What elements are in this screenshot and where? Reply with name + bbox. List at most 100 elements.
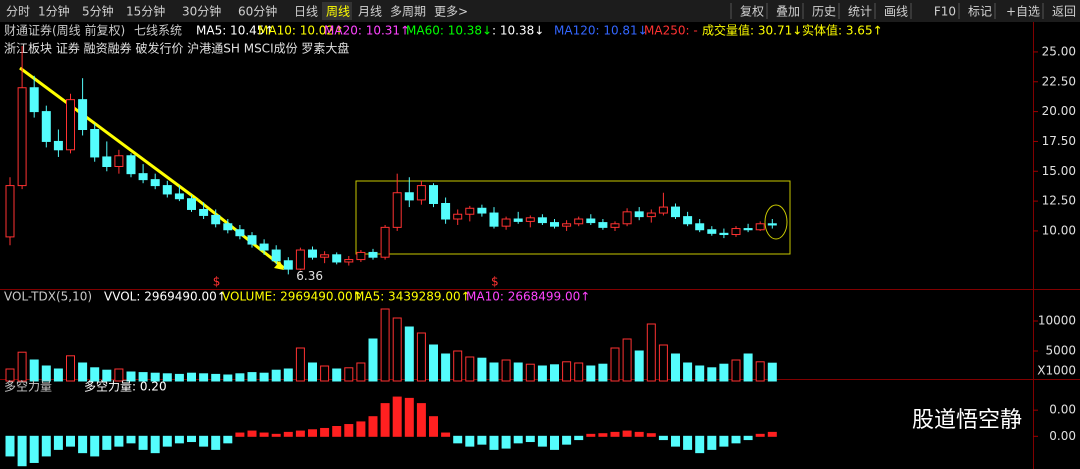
candle-body — [332, 254, 342, 263]
bar — [211, 373, 221, 382]
candle-body — [29, 87, 39, 113]
bar — [332, 368, 342, 382]
period-tab[interactable]: 1分钟 — [38, 4, 70, 19]
signal-mark: $ — [491, 275, 499, 289]
bar — [586, 433, 596, 437]
y-tick-label: 15.00 — [1042, 164, 1076, 178]
tool-button[interactable]: F10 — [934, 5, 956, 19]
unit-label: X1000 — [1037, 364, 1076, 378]
bar — [610, 431, 620, 437]
bar — [477, 435, 487, 445]
tool-button[interactable]: 叠加 — [776, 5, 800, 19]
bar — [41, 365, 51, 382]
bar — [247, 430, 257, 437]
candle-body — [271, 249, 281, 262]
bar — [211, 435, 221, 450]
y-tick-label: 20.00 — [1042, 104, 1076, 118]
bar — [223, 435, 233, 444]
bar — [646, 323, 656, 382]
candle-body — [102, 156, 112, 167]
period-tab[interactable]: 分时 — [6, 5, 30, 19]
system-name[interactable]: 七线系统 — [134, 24, 182, 38]
bar — [767, 431, 777, 437]
tool-button[interactable]: 返回 — [1052, 5, 1076, 19]
period-tab[interactable]: 月线 — [358, 5, 382, 19]
watermark: 股道悟空静 — [912, 408, 1022, 433]
tool-button[interactable]: 画线 — [884, 5, 908, 19]
candle-body — [90, 129, 100, 158]
bar — [66, 355, 75, 382]
candle-body — [162, 185, 172, 195]
bar — [719, 363, 729, 382]
candle-body — [489, 212, 499, 227]
bar — [671, 435, 680, 447]
period-tab[interactable]: 更多> — [434, 5, 468, 19]
bar — [646, 433, 656, 437]
tool-button[interactable]: 统计 — [848, 5, 872, 19]
candle-body — [731, 228, 741, 236]
tool-button[interactable]: 历史 — [812, 5, 836, 19]
candle-body — [416, 185, 426, 201]
bar — [78, 435, 88, 454]
bar — [138, 435, 148, 450]
bar — [550, 435, 559, 450]
candle-body — [53, 140, 63, 151]
indicator-value: MA10: 2668499.00↑ — [466, 290, 590, 304]
bar — [392, 396, 402, 437]
candle-body — [695, 223, 705, 231]
active-tab-bg — [322, 2, 352, 20]
tool-button[interactable]: 复权 — [740, 5, 764, 19]
bar — [574, 362, 584, 382]
candle-body — [429, 185, 438, 204]
bar — [41, 435, 51, 457]
bar — [53, 368, 63, 382]
period-tab[interactable]: 多周期 — [390, 5, 426, 19]
candle-body — [586, 218, 596, 224]
bar — [235, 432, 245, 437]
candle-body — [441, 202, 451, 220]
bar — [574, 435, 584, 441]
range-box — [355, 180, 791, 255]
bar — [550, 364, 559, 382]
bar — [634, 431, 644, 437]
candle-body — [368, 251, 378, 258]
bar — [29, 435, 39, 463]
signal-mark: $ — [213, 275, 221, 289]
y-tick-label: 17.50 — [1042, 134, 1076, 148]
candle-body — [743, 228, 753, 231]
period-tab[interactable]: 60分钟 — [238, 4, 277, 19]
bar — [453, 350, 463, 382]
indicator-value: MA20: 10.31↑ — [324, 24, 410, 38]
candle-body — [126, 155, 136, 175]
indicator-value: MA5: 3439289.00↑ — [354, 290, 471, 304]
candle-body — [550, 222, 559, 227]
bar — [695, 365, 705, 382]
bar — [308, 429, 317, 437]
toolbar — [0, 0, 1080, 22]
bar — [658, 435, 668, 441]
period-tab[interactable]: 30分钟 — [182, 4, 221, 19]
y-tick-label: 0.00 — [1049, 403, 1076, 417]
bar — [416, 403, 426, 437]
bar — [755, 433, 765, 437]
tool-button[interactable]: 标记 — [968, 5, 992, 19]
candle-body — [525, 217, 535, 222]
period-tab[interactable]: 日线 — [294, 5, 318, 19]
period-tab[interactable]: 15分钟 — [126, 4, 165, 19]
candle-body — [259, 243, 269, 251]
bar — [271, 369, 281, 382]
period-tab[interactable]: 5分钟 — [82, 4, 114, 19]
tool-button[interactable]: +自选 — [1006, 5, 1040, 19]
candle-body — [537, 217, 547, 224]
panel-title: 财通证券(周线 前复权) — [4, 23, 125, 38]
bar — [320, 427, 330, 437]
bar — [283, 368, 293, 382]
period-tab[interactable]: 周线 — [326, 5, 350, 19]
bar — [162, 373, 172, 382]
candle-body — [199, 208, 209, 216]
bar — [598, 433, 608, 437]
bar — [622, 338, 632, 382]
bar — [126, 371, 136, 382]
bar — [187, 372, 196, 382]
